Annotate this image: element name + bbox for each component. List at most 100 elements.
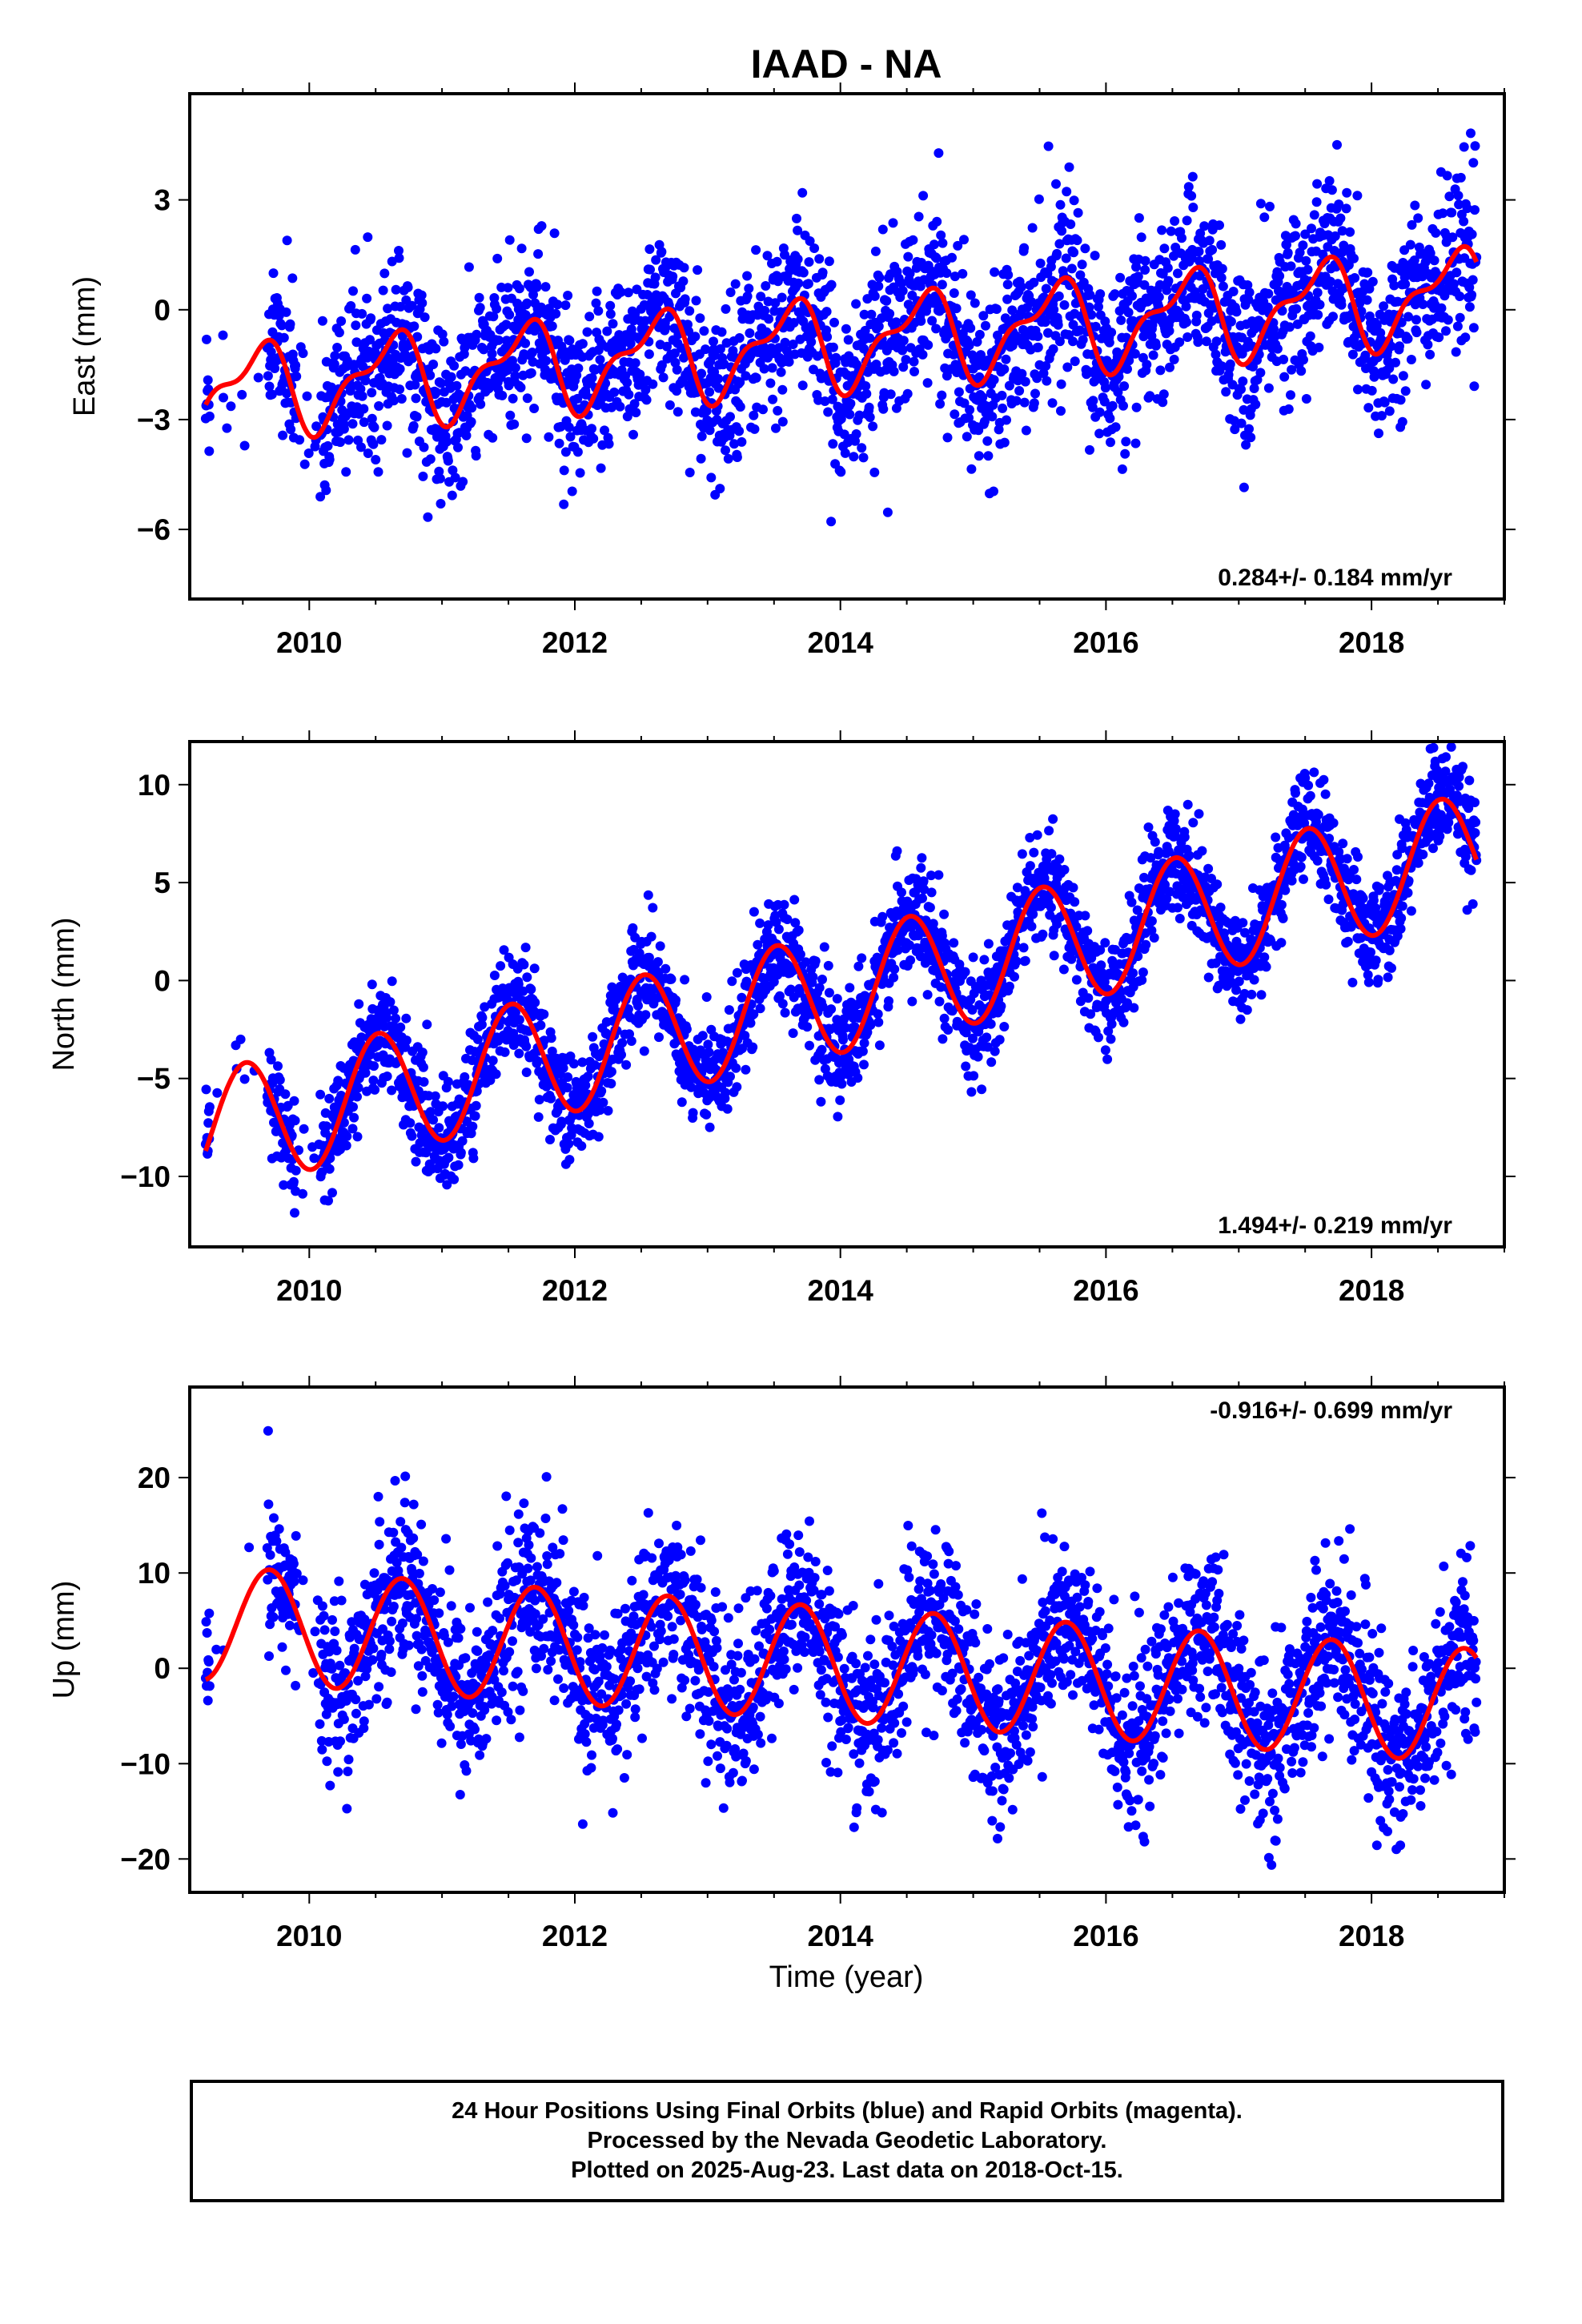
data-point	[821, 307, 832, 317]
data-point	[845, 983, 855, 993]
data-point	[606, 1079, 616, 1089]
data-point	[1211, 349, 1221, 360]
data-point	[816, 373, 826, 384]
data-point	[1088, 396, 1098, 406]
data-point	[1413, 213, 1423, 223]
data-point	[362, 293, 372, 304]
data-point	[851, 429, 861, 439]
data-point	[1047, 398, 1058, 408]
data-point	[277, 320, 287, 331]
data-point	[889, 366, 899, 376]
data-point	[1251, 400, 1261, 409]
data-point	[434, 1123, 444, 1133]
data-point	[907, 996, 917, 1007]
data-point	[662, 341, 672, 352]
data-point	[974, 329, 985, 340]
plot-frame	[188, 92, 1506, 601]
data-point	[832, 994, 842, 1004]
data-point	[264, 381, 275, 392]
data-point	[639, 1046, 649, 1056]
data-point	[253, 372, 263, 383]
data-point	[809, 243, 820, 253]
data-point	[740, 1031, 750, 1041]
data-point	[1207, 244, 1218, 255]
data-point	[680, 975, 690, 985]
y-tick-label: −3	[137, 404, 171, 436]
data-point	[529, 404, 540, 413]
data-point	[485, 1075, 496, 1085]
data-point	[341, 1140, 351, 1151]
data-point	[1197, 846, 1207, 856]
data-point	[758, 404, 768, 415]
data-point	[873, 1017, 884, 1027]
data-point	[857, 443, 867, 453]
data-point	[1216, 239, 1227, 250]
data-point	[566, 1130, 576, 1140]
data-point	[329, 359, 339, 369]
data-point	[1110, 289, 1120, 300]
data-point	[270, 364, 280, 373]
data-point	[468, 1121, 478, 1132]
data-point	[1449, 279, 1459, 289]
data-point	[770, 298, 781, 308]
data-point	[652, 957, 663, 967]
data-point	[1046, 849, 1057, 859]
data-point	[369, 422, 379, 432]
data-point	[705, 425, 715, 436]
data-point	[1284, 322, 1295, 332]
data-point	[1157, 225, 1167, 235]
data-point	[696, 453, 706, 464]
data-point	[721, 304, 731, 314]
data-point	[861, 381, 871, 391]
data-point	[1071, 975, 1082, 985]
data-point	[309, 1153, 319, 1164]
data-point	[960, 967, 970, 977]
data-point	[871, 360, 881, 369]
data-point	[1453, 191, 1464, 201]
data-point	[873, 281, 884, 292]
data-point	[1011, 956, 1022, 967]
data-point	[777, 292, 787, 303]
data-point	[1043, 328, 1053, 338]
data-point	[999, 1022, 1010, 1031]
data-point	[1062, 187, 1072, 197]
data-point	[1216, 272, 1227, 283]
data-point	[1056, 406, 1066, 416]
data-point	[877, 979, 887, 989]
data-point	[741, 1064, 751, 1075]
data-point	[959, 235, 969, 245]
data-point	[212, 1088, 223, 1098]
data-point	[471, 1100, 481, 1111]
data-point	[1188, 818, 1199, 828]
data-point	[616, 1050, 626, 1060]
data-point	[1075, 996, 1086, 1007]
data-point	[1106, 328, 1117, 338]
data-point	[775, 991, 785, 1001]
data-point	[893, 945, 903, 955]
data-point	[357, 391, 367, 401]
data-point	[536, 221, 547, 231]
data-point	[979, 955, 990, 965]
data-point	[434, 466, 444, 476]
data-points	[200, 742, 1482, 1218]
data-point	[661, 963, 671, 974]
data-point	[828, 342, 838, 352]
data-point	[987, 412, 998, 422]
data-point	[1003, 270, 1014, 280]
data-point	[1468, 158, 1479, 168]
data-point	[501, 336, 512, 346]
data-point	[1235, 1014, 1246, 1024]
data-point	[430, 1091, 440, 1101]
data-point	[621, 1059, 632, 1070]
data-point	[1231, 307, 1242, 317]
data-point	[891, 317, 901, 328]
data-point	[681, 1024, 692, 1035]
data-point	[339, 1117, 349, 1128]
data-point	[836, 467, 846, 477]
data-point	[851, 299, 861, 309]
data-point	[289, 1096, 299, 1106]
data-point	[737, 436, 747, 447]
data-point	[1295, 247, 1305, 258]
